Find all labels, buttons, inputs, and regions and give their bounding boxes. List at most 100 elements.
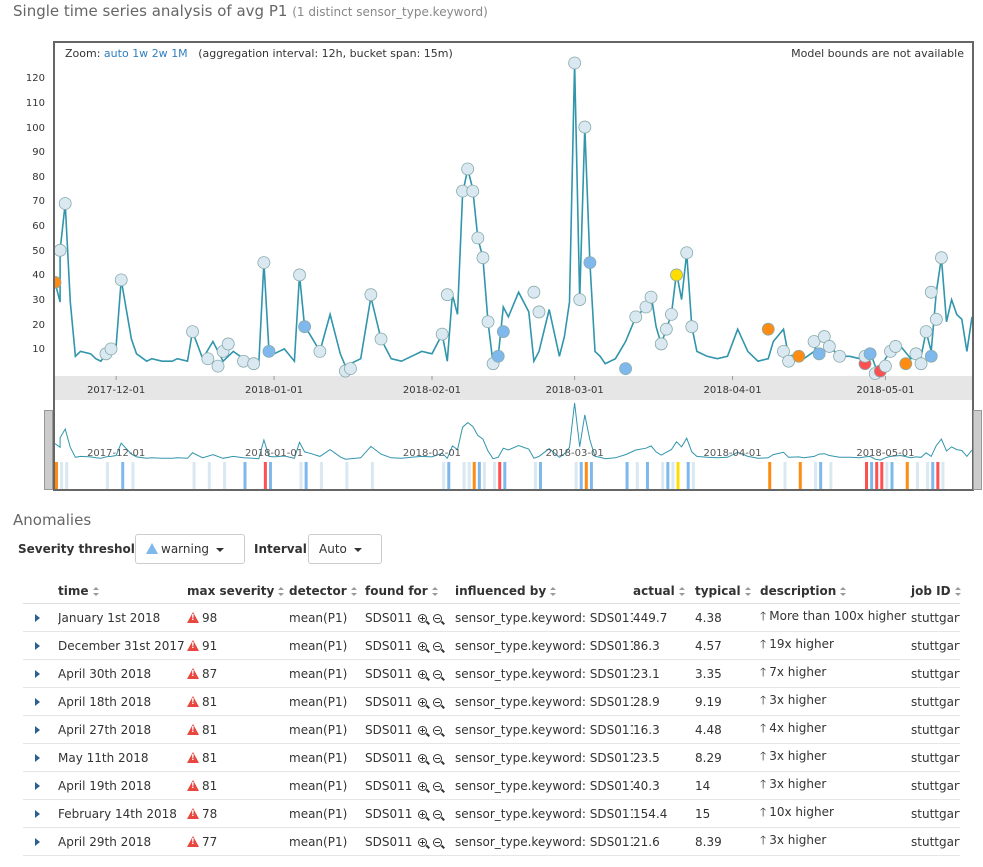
anomaly-marker-low xyxy=(782,354,795,368)
swimlane-cell-warning xyxy=(477,462,481,489)
zoom-out-icon[interactable] xyxy=(433,725,443,735)
table-row[interactable]: January 1st 201898mean(P1)SDS011sensor_t… xyxy=(23,603,960,632)
zoom-in-icon[interactable] xyxy=(418,753,428,763)
cell-detector: mean(P1) xyxy=(289,715,365,744)
cell-actual: 28.9 xyxy=(633,687,695,716)
table-row[interactable]: April 30th 201887mean(P1)SDS011sensor_ty… xyxy=(23,659,960,688)
anomaly-marker-warning xyxy=(812,347,826,361)
context-x-tick-label: 2018-01-01 xyxy=(245,448,303,459)
cell-found-for: SDS011 xyxy=(365,631,455,660)
column-header-description[interactable]: description xyxy=(760,579,911,604)
page-title-text: Single time series analysis of avg P1 xyxy=(13,2,288,20)
zoom-out-icon[interactable] xyxy=(433,669,443,679)
expand-row-button[interactable] xyxy=(23,743,58,772)
expand-row-button[interactable] xyxy=(23,687,58,716)
arrow-up-icon: 🡑 xyxy=(760,693,767,707)
expand-row-button[interactable] xyxy=(23,771,58,800)
expand-row-button[interactable] xyxy=(23,631,58,660)
cell-max-severity: 81 xyxy=(187,687,289,716)
swimlane-cell-low xyxy=(783,462,787,489)
zoom-in-icon[interactable] xyxy=(418,697,428,707)
time-series-chart[interactable]: 2017-12-01 2018-01-01 2018-02-01 2018-03-01… xyxy=(55,43,972,489)
arrow-up-icon: 🡑 xyxy=(760,721,767,735)
zoom-in-icon[interactable] xyxy=(418,641,428,651)
table-row[interactable]: May 11th 201881mean(P1)SDS011sensor_type… xyxy=(23,743,960,772)
swimlane-cell-low xyxy=(691,462,695,489)
swimlane-cell-major xyxy=(584,462,588,489)
swimlane-cell-major xyxy=(768,462,772,489)
zoom-1m-link[interactable]: 1M xyxy=(171,47,188,60)
anomaly-marker-low xyxy=(104,342,118,356)
zoom-in-icon[interactable] xyxy=(418,613,428,623)
anomaly-marker-low xyxy=(247,357,261,371)
brush-handle-left[interactable] xyxy=(44,410,53,490)
arrow-up-icon: 🡑 xyxy=(760,777,767,791)
expand-row-button[interactable] xyxy=(23,715,58,744)
zoom-out-icon[interactable] xyxy=(433,697,443,707)
x-tick-label: 2017-12-01 xyxy=(87,385,145,396)
zoom-auto-link[interactable]: auto xyxy=(103,47,129,60)
swimlane-cell-low xyxy=(915,462,919,489)
expand-row-button[interactable] xyxy=(23,603,58,632)
interval-dropdown[interactable]: Auto xyxy=(308,534,382,564)
swimlane-cell-warning xyxy=(538,462,542,489)
zoom-out-icon[interactable] xyxy=(433,837,443,847)
zoom-2w-link[interactable]: 2w xyxy=(151,47,168,60)
column-header-found-for[interactable]: found for xyxy=(365,579,455,604)
anomaly-marker-low xyxy=(211,359,225,373)
zoom-in-icon[interactable] xyxy=(418,781,428,791)
y-tick-label: 40 xyxy=(32,270,45,282)
table-row[interactable]: April 18th 201881mean(P1)SDS011sensor_ty… xyxy=(23,687,960,716)
column-header-typical[interactable]: typical xyxy=(695,579,760,604)
expand-row-button[interactable] xyxy=(23,827,58,856)
anomaly-marker-low xyxy=(680,246,694,260)
table-row[interactable]: April 19th 201881mean(P1)SDS011sensor_ty… xyxy=(23,771,960,800)
context-x-tick-label: 2018-05-01 xyxy=(856,448,914,459)
table-row[interactable]: February 14th 201878mean(P1)SDS011sensor… xyxy=(23,799,960,828)
zoom-in-icon[interactable] xyxy=(418,669,428,679)
cell-max-severity: 91 xyxy=(187,631,289,660)
table-row[interactable]: April 29th 201877mean(P1)SDS011sensor_ty… xyxy=(23,827,960,856)
cell-detector: mean(P1) xyxy=(289,687,365,716)
swimlane-cell-low xyxy=(370,462,374,489)
arrow-up-icon: 🡑 xyxy=(760,749,767,763)
cell-influenced-by: sensor_type.keyword: SDS011 xyxy=(455,631,633,660)
aggregation-info: (aggregation interval: 12h, bucket span:… xyxy=(198,47,453,60)
anomaly-marker-low xyxy=(293,268,306,282)
column-header-job-id[interactable]: job ID xyxy=(911,579,961,604)
anomaly-marker-low xyxy=(374,332,388,346)
swimlane-cell-low xyxy=(207,462,211,489)
severity-threshold-dropdown[interactable]: warning xyxy=(135,534,245,564)
swimlane-cell-low xyxy=(462,462,466,489)
cell-detector: mean(P1) xyxy=(289,771,365,800)
column-header-time[interactable]: time xyxy=(58,579,187,604)
zoom-out-icon[interactable] xyxy=(433,809,443,819)
zoom-out-icon[interactable] xyxy=(433,753,443,763)
chevron-right-icon xyxy=(35,781,40,790)
zoom-out-icon[interactable] xyxy=(433,781,443,791)
zoom-out-icon[interactable] xyxy=(433,641,443,651)
column-header-influenced-by[interactable]: influenced by xyxy=(455,579,633,604)
expand-row-button[interactable] xyxy=(23,659,58,688)
column-header-max-severity[interactable]: max severity xyxy=(187,579,289,604)
column-header-actual[interactable]: actual xyxy=(633,579,695,604)
table-row[interactable]: December 31st 201791mean(P1)SDS011sensor… xyxy=(23,631,960,660)
anomaly-marker-low xyxy=(878,359,892,373)
x-tick-label: 2018-03-01 xyxy=(546,385,604,396)
anomaly-marker-low xyxy=(55,243,67,257)
cell-time: April 30th 2018 xyxy=(58,659,187,688)
zoom-in-icon[interactable] xyxy=(418,809,428,819)
zoom-1w-link[interactable]: 1w xyxy=(132,47,149,60)
zoom-out-icon[interactable] xyxy=(433,613,443,623)
zoom-in-icon[interactable] xyxy=(418,725,428,735)
anomaly-marker-low xyxy=(659,322,673,336)
anomaly-marker-warning xyxy=(924,349,938,363)
column-header-detector[interactable]: detector xyxy=(289,579,365,604)
cell-max-severity: 98 xyxy=(187,603,289,632)
swimlane-cell-warning xyxy=(243,462,247,489)
expand-row-button[interactable] xyxy=(23,799,58,828)
table-row[interactable]: April 27th 201881mean(P1)SDS011sensor_ty… xyxy=(23,715,960,744)
zoom-in-icon[interactable] xyxy=(418,837,428,847)
brush-handle-right[interactable] xyxy=(973,410,982,490)
y-tick-label: 30 xyxy=(32,295,45,307)
